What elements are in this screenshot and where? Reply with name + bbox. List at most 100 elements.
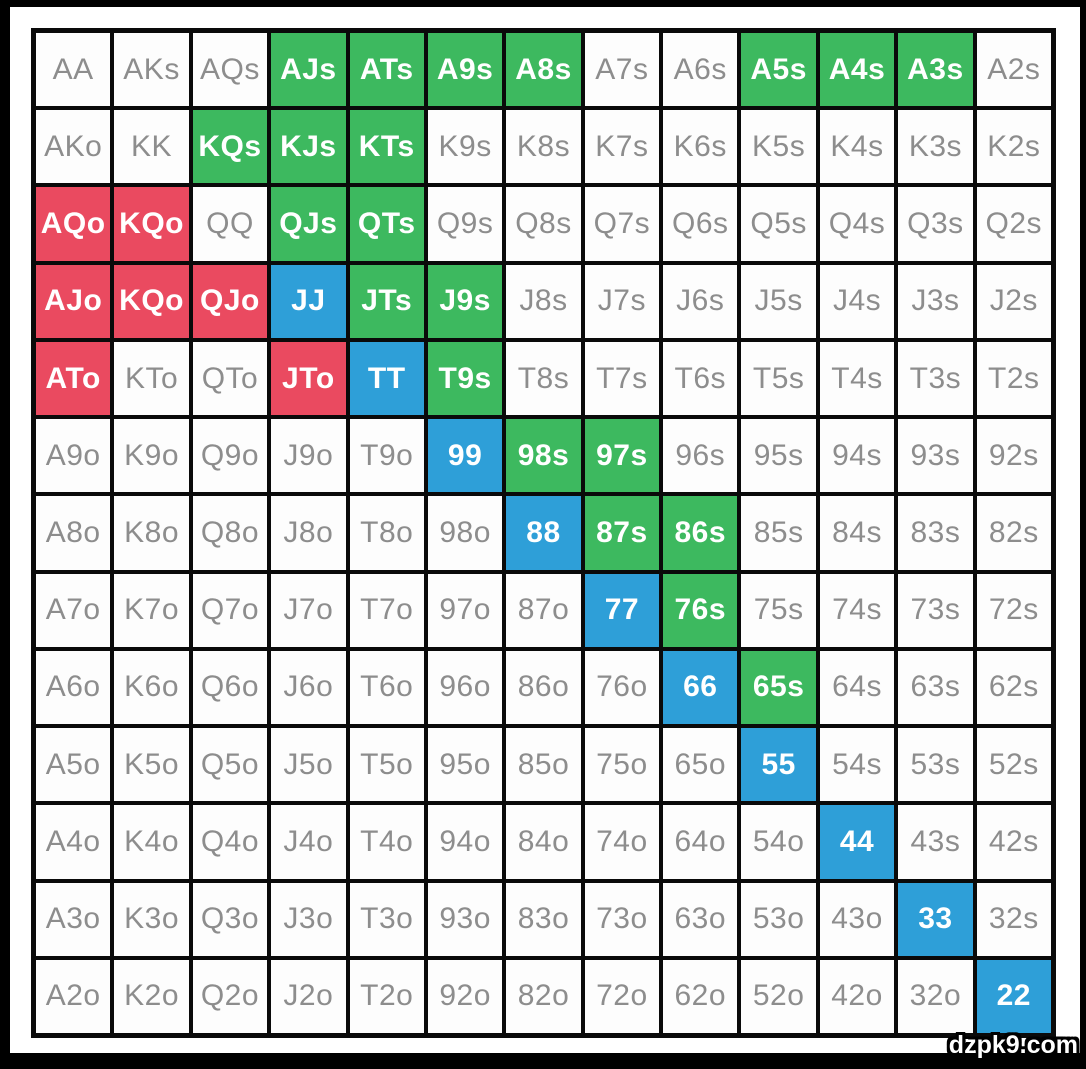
hand-cell[interactable]: AQs (192, 33, 268, 107)
hand-cell[interactable]: KQo (114, 187, 189, 261)
hand-cell[interactable]: 22 (976, 959, 1051, 1033)
hand-cell[interactable]: Q2o (192, 959, 268, 1033)
hand-cell[interactable]: Q4o (192, 805, 268, 879)
hand-cell[interactable]: 92o (427, 959, 503, 1033)
hand-cell[interactable]: A8o (36, 496, 111, 570)
hand-cell[interactable]: J2s (976, 264, 1051, 338)
hand-cell[interactable]: T6o (349, 650, 424, 725)
hand-cell[interactable]: 95s (741, 419, 816, 493)
hand-cell[interactable]: T4s (819, 341, 895, 416)
hand-cell[interactable]: 64s (819, 650, 895, 725)
hand-cell[interactable]: Q6s (663, 187, 738, 261)
hand-cell[interactable]: A2o (36, 959, 111, 1033)
hand-cell[interactable]: 83o (506, 882, 581, 956)
hand-cell[interactable]: Q2s (976, 187, 1051, 261)
hand-cell[interactable]: 32o (898, 959, 973, 1033)
hand-cell[interactable]: K5s (741, 110, 816, 184)
hand-cell[interactable]: 63s (898, 650, 973, 725)
hand-cell[interactable]: 86s (663, 496, 738, 570)
hand-cell[interactable]: JJ (271, 264, 346, 338)
hand-cell[interactable]: 99 (427, 419, 503, 493)
hand-cell[interactable]: J8s (506, 264, 581, 338)
hand-cell[interactable]: 96o (427, 650, 503, 725)
hand-cell[interactable]: 32s (976, 882, 1051, 956)
hand-cell[interactable]: Q9s (427, 187, 503, 261)
hand-cell[interactable]: 72o (584, 959, 660, 1033)
hand-cell[interactable]: 98o (427, 496, 503, 570)
hand-cell[interactable]: 86o (506, 650, 581, 725)
hand-cell[interactable]: T6s (663, 341, 738, 416)
hand-cell[interactable]: A5s (741, 33, 816, 107)
hand-cell[interactable]: Q5s (741, 187, 816, 261)
hand-cell[interactable]: 42o (819, 959, 895, 1033)
hand-cell[interactable]: K6s (663, 110, 738, 184)
hand-cell[interactable]: A8s (506, 33, 581, 107)
hand-cell[interactable]: 53s (898, 728, 973, 802)
hand-cell[interactable]: Q3o (192, 882, 268, 956)
hand-cell[interactable]: T5s (741, 341, 816, 416)
hand-cell[interactable]: 73o (584, 882, 660, 956)
hand-cell[interactable]: A5o (36, 728, 111, 802)
hand-cell[interactable]: K9s (427, 110, 503, 184)
hand-cell[interactable]: J6s (663, 264, 738, 338)
hand-cell[interactable]: K2s (976, 110, 1051, 184)
hand-cell[interactable]: 62s (976, 650, 1051, 725)
hand-cell[interactable]: 42s (976, 805, 1051, 879)
hand-cell[interactable]: A6o (36, 650, 111, 725)
hand-cell[interactable]: Q8s (506, 187, 581, 261)
hand-cell[interactable]: T8o (349, 496, 424, 570)
hand-cell[interactable]: A7s (584, 33, 660, 107)
hand-cell[interactable]: 43s (898, 805, 973, 879)
hand-cell[interactable]: T9o (349, 419, 424, 493)
hand-cell[interactable]: 82o (506, 959, 581, 1033)
hand-cell[interactable]: 76s (663, 573, 738, 647)
hand-cell[interactable]: 65s (741, 650, 816, 725)
hand-cell[interactable]: Q7o (192, 573, 268, 647)
hand-cell[interactable]: Q9o (192, 419, 268, 493)
hand-cell[interactable]: 93o (427, 882, 503, 956)
hand-cell[interactable]: A3o (36, 882, 111, 956)
hand-cell[interactable]: 72s (976, 573, 1051, 647)
hand-cell[interactable]: T5o (349, 728, 424, 802)
hand-cell[interactable]: 93s (898, 419, 973, 493)
hand-cell[interactable]: K7o (114, 573, 189, 647)
hand-cell[interactable]: KQs (192, 110, 268, 184)
hand-cell[interactable]: T3s (898, 341, 973, 416)
hand-cell[interactable]: AKo (36, 110, 111, 184)
hand-cell[interactable]: K9o (114, 419, 189, 493)
hand-cell[interactable]: 74s (819, 573, 895, 647)
hand-cell[interactable]: J2o (271, 959, 346, 1033)
hand-cell[interactable]: QQ (192, 187, 268, 261)
hand-cell[interactable]: 87o (506, 573, 581, 647)
hand-cell[interactable]: J3o (271, 882, 346, 956)
hand-cell[interactable]: A3s (898, 33, 973, 107)
hand-cell[interactable]: Q6o (192, 650, 268, 725)
hand-cell[interactable]: J4o (271, 805, 346, 879)
hand-cell[interactable]: J3s (898, 264, 973, 338)
hand-cell[interactable]: A2s (976, 33, 1051, 107)
hand-cell[interactable]: 85o (506, 728, 581, 802)
hand-cell[interactable]: K4o (114, 805, 189, 879)
hand-cell[interactable]: 88 (506, 496, 581, 570)
hand-cell[interactable]: A4o (36, 805, 111, 879)
hand-cell[interactable]: A9o (36, 419, 111, 493)
hand-cell[interactable]: 33 (898, 882, 973, 956)
hand-cell[interactable]: K5o (114, 728, 189, 802)
hand-cell[interactable]: 53o (741, 882, 816, 956)
hand-cell[interactable]: AA (36, 33, 111, 107)
hand-cell[interactable]: QJo (192, 264, 268, 338)
hand-cell[interactable]: 64o (663, 805, 738, 879)
hand-cell[interactable]: Q4s (819, 187, 895, 261)
hand-cell[interactable]: KQo (114, 264, 189, 338)
hand-cell[interactable]: 54o (741, 805, 816, 879)
hand-cell[interactable]: JTo (271, 341, 346, 416)
hand-cell[interactable]: 66 (663, 650, 738, 725)
hand-cell[interactable]: 98s (506, 419, 581, 493)
hand-cell[interactable]: QTo (192, 341, 268, 416)
hand-cell[interactable]: Q7s (584, 187, 660, 261)
hand-cell[interactable]: ATs (349, 33, 424, 107)
hand-cell[interactable]: QTs (349, 187, 424, 261)
hand-cell[interactable]: A7o (36, 573, 111, 647)
hand-cell[interactable]: J6o (271, 650, 346, 725)
hand-cell[interactable]: T9s (427, 341, 503, 416)
